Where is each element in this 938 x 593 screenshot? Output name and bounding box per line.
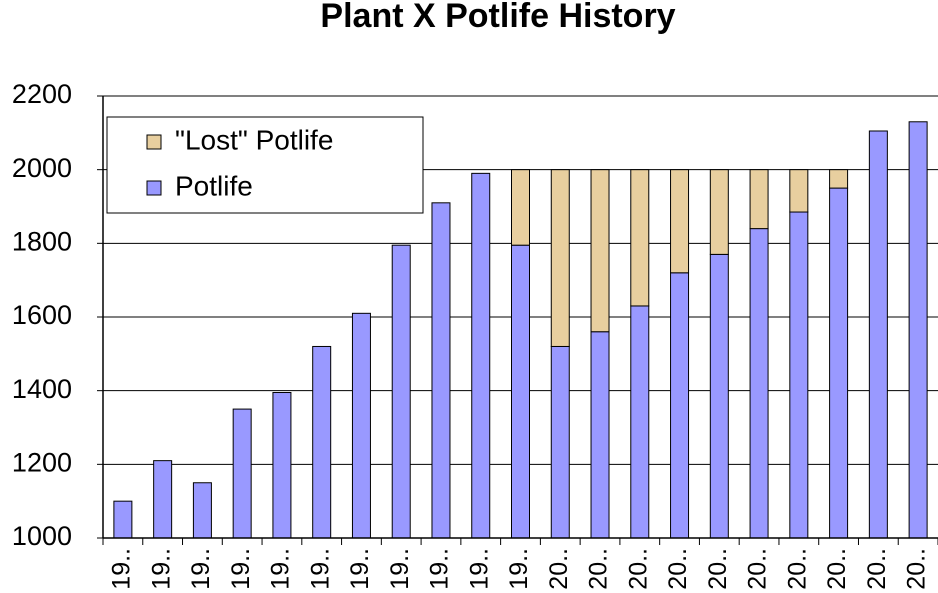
bar: [829, 169, 849, 189]
x-tick-label: 19..: [147, 548, 175, 590]
bar: [829, 187, 849, 539]
bar: [670, 272, 690, 539]
bar: [709, 169, 729, 255]
legend-label: "Lost" Potlife: [175, 124, 333, 155]
legend-box: [106, 116, 424, 214]
bar: [232, 408, 252, 539]
bar: [192, 482, 212, 539]
bar: [511, 169, 530, 246]
y-tick-label: 1800: [12, 226, 72, 256]
x-tick-label: 20..: [744, 548, 772, 590]
bar: [868, 130, 888, 539]
bar: [590, 169, 610, 333]
bar: [391, 244, 411, 539]
x-tick-label: 19..: [306, 548, 334, 590]
bar: [749, 228, 769, 539]
bar: [709, 253, 729, 539]
bar: [749, 169, 769, 230]
bar: [789, 169, 809, 213]
x-tick-label: 19..: [187, 548, 215, 590]
bar: [670, 169, 690, 274]
x-tick-label: 19..: [386, 548, 414, 590]
bar: [113, 500, 133, 539]
y-tick-label: 2200: [12, 79, 72, 109]
legend-swatch: [146, 134, 162, 150]
x-tick-label: 20..: [863, 548, 891, 590]
x-tick-label: 20..: [664, 548, 692, 590]
chart-title: Plant X Potlife History: [320, 0, 675, 35]
x-tick-label: 19..: [227, 548, 255, 590]
x-tick-label: 19..: [107, 548, 135, 590]
legend-swatch: [146, 180, 162, 196]
x-tick-label: 20..: [585, 548, 613, 590]
bar: [272, 392, 292, 539]
x-tick-label: 20..: [704, 548, 732, 590]
bar: [590, 331, 610, 539]
y-tick-label: 2000: [12, 153, 72, 183]
bar: [630, 169, 650, 307]
bar: [630, 305, 650, 539]
x-tick-label: 19..: [465, 548, 493, 590]
y-tick-label: 1400: [12, 374, 72, 404]
bar: [312, 345, 332, 539]
x-tick-label: 20..: [783, 548, 811, 590]
bar: [511, 244, 530, 539]
legend-label: Potlife: [175, 170, 253, 201]
bar: [351, 312, 371, 539]
y-tick-label: 1200: [12, 447, 72, 477]
bar: [431, 202, 451, 539]
x-tick-label: 19..: [346, 548, 374, 590]
bar: [471, 172, 491, 539]
bar: [550, 169, 570, 347]
bar: [550, 345, 570, 539]
bar: [153, 460, 173, 539]
x-tick-label: 19..: [426, 548, 454, 590]
x-tick-label: 19..: [505, 548, 533, 590]
bar: [789, 211, 809, 539]
x-tick-label: 20..: [903, 548, 931, 590]
x-tick-label: 20..: [624, 548, 652, 590]
x-tick-label: 19..: [267, 548, 295, 590]
bar: [908, 121, 928, 539]
x-tick-label: 20..: [545, 548, 573, 590]
x-tick-label: 20..: [823, 548, 851, 590]
y-tick-label: 1600: [12, 300, 72, 330]
y-tick-label: 1000: [12, 521, 72, 551]
